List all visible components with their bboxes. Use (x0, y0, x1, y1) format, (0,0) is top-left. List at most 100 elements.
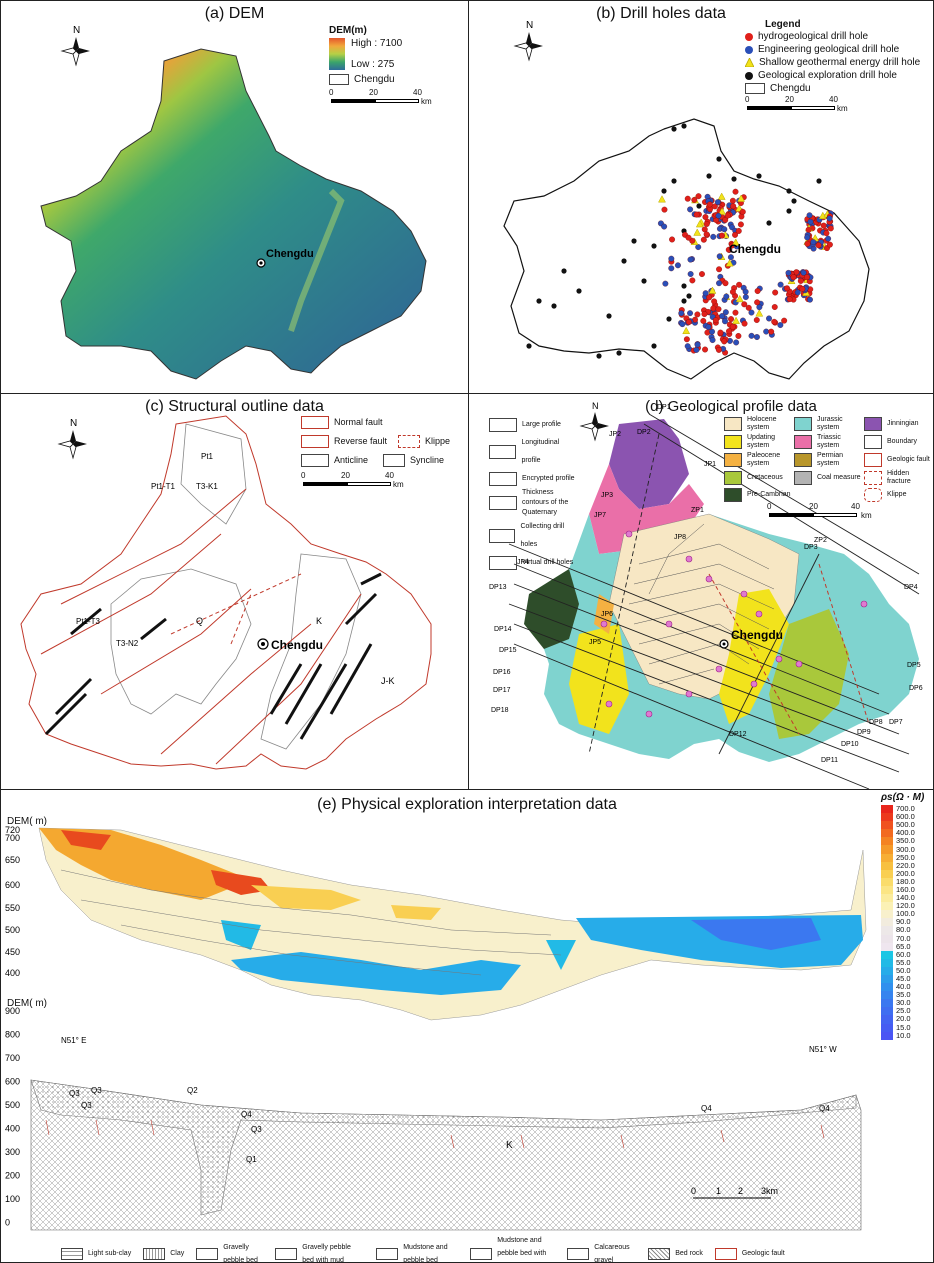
drill-hole-marker (784, 285, 790, 292)
drill-hole-marker (576, 288, 582, 294)
panel-title: (a) DEM (204, 5, 265, 22)
dem-low-label: Low : 275 (351, 59, 395, 70)
drill-hole-marker (735, 228, 742, 234)
drill-hole-marker (797, 278, 804, 284)
dem-legend: DEM(m) High : 7100 Low : 275 Chengdu 0 2… (329, 25, 464, 110)
profile-map: N Chengdu DP1 DP2 DP3 (489, 401, 923, 789)
drill-hole-marker (729, 288, 736, 295)
drill-hole-marker (687, 271, 694, 277)
drill-hole-marker (815, 242, 822, 249)
svg-text:Pt1-T3: Pt1-T3 (76, 617, 101, 626)
drill-hole-marker (715, 306, 722, 313)
legend-item: Normal fault (334, 417, 383, 427)
drill-hole-marker (701, 311, 708, 318)
colorbar-step: 10.0 (881, 1031, 933, 1040)
colorbar-step: 120.0 (881, 902, 933, 911)
svg-text:Q3: Q3 (69, 1089, 80, 1098)
panel-physical-exploration: (e) Physical exploration interpretation … (0, 789, 934, 1263)
collecting-hole-marker (705, 575, 713, 583)
colorbar-step: 35.0 (881, 991, 933, 1000)
drill-hole-marker (728, 316, 734, 323)
colorbar-step: 100.0 (881, 910, 933, 919)
drill-hole-marker (781, 317, 788, 324)
drill-hole-marker (631, 238, 637, 244)
drill-hole-marker (683, 336, 690, 343)
drill-hole-marker (702, 214, 709, 220)
drill-hole-marker (732, 309, 739, 316)
geothermal-hole-marker (737, 194, 745, 202)
drill-hole-marker (719, 313, 725, 319)
svg-text:JP5: JP5 (589, 639, 601, 646)
svg-text:Q2: Q2 (187, 1086, 198, 1095)
dem-high-label: High : 7100 (351, 38, 403, 49)
drill-hole-marker (716, 156, 722, 162)
drill-hole-marker (561, 268, 567, 274)
scale-bar: 0 20 40 km (745, 95, 848, 113)
svg-text:JP1: JP1 (704, 461, 716, 468)
y-tick-label: 900 (5, 1006, 20, 1016)
geothermal-hole-marker (718, 207, 726, 215)
city-label: Chengdu (266, 248, 314, 260)
svg-text:0: 0 (691, 1186, 696, 1196)
legend-title: DEM(m) (329, 25, 367, 36)
system-legend: Holocene system Jurassic system Jinningi… (724, 416, 933, 502)
drill-hole-marker (716, 253, 723, 260)
y-tick-label: 600 (5, 1077, 20, 1087)
drill-hole-marker (709, 337, 716, 344)
geothermal-hole-marker (731, 238, 740, 246)
drill-hole-marker (671, 178, 677, 184)
drill-hole-marker (754, 288, 761, 294)
colorbar-step: 700.0 (881, 805, 933, 814)
y-tick-label: 800 (5, 1030, 20, 1040)
svg-text:DP10: DP10 (841, 741, 859, 748)
quaternary-contours (628, 523, 775, 685)
drill-holes-cluster (657, 188, 834, 356)
drill-hole-marker (641, 278, 647, 284)
legend-item: Anticline (334, 455, 369, 465)
collecting-hole-marker (795, 660, 803, 668)
drill-hole-marker (703, 231, 710, 238)
direction-right: N51° W (809, 1045, 837, 1054)
drill-hole-marker (679, 321, 686, 328)
drill-hole-marker (729, 323, 736, 330)
drill-hole-marker (606, 313, 612, 319)
collecting-hole-marker (775, 655, 783, 663)
drill-hole-marker (687, 310, 693, 317)
drill-hole-marker (686, 293, 692, 299)
drill-hole-marker (786, 296, 793, 303)
drill-hole-marker (715, 346, 722, 353)
drill-hole-marker (685, 319, 692, 326)
svg-text:3km: 3km (761, 1186, 778, 1196)
drill-hole-marker (732, 188, 739, 195)
colorbar-step: 80.0 (881, 926, 933, 935)
strata-labels: Q3 Q3 Q3 Q2 Q4 Q3 Q1 Q4 Q4 K (69, 1086, 830, 1164)
drill-hole-marker (705, 324, 712, 330)
updating-area (719, 589, 789, 724)
drill-hole-marker (804, 234, 811, 241)
north-arrow-icon: N (513, 20, 543, 62)
drill-hole-marker (717, 329, 724, 336)
drill-hole-marker (741, 301, 748, 308)
svg-text:DP18: DP18 (491, 707, 509, 714)
north-arrow-icon: N (579, 401, 609, 442)
svg-text:Q: Q (196, 616, 203, 626)
drill-hole-marker (696, 203, 702, 209)
collecting-hole-marker (600, 620, 608, 628)
drill-hole-marker (827, 225, 834, 232)
geothermal-hole-marker (682, 326, 691, 335)
svg-text:N: N (526, 20, 533, 31)
y-tick-label: 600 (5, 880, 20, 890)
collecting-hole-marker (685, 555, 693, 563)
drill-hole-marker (681, 298, 687, 304)
boundary-swatch (329, 74, 349, 85)
collecting-hole-marker (750, 680, 758, 688)
drill-hole-marker (754, 299, 761, 306)
north-label: N (73, 25, 80, 36)
dem-map: N Chengdu (40, 25, 427, 380)
colorbar-title: ρs(Ω · M) (881, 792, 925, 803)
drill-hole-marker (666, 316, 672, 322)
drill-hole-marker (661, 206, 668, 213)
triangle-icon (745, 58, 754, 67)
svg-text:DP15: DP15 (499, 647, 517, 654)
city-label: Chengdu (731, 628, 783, 642)
